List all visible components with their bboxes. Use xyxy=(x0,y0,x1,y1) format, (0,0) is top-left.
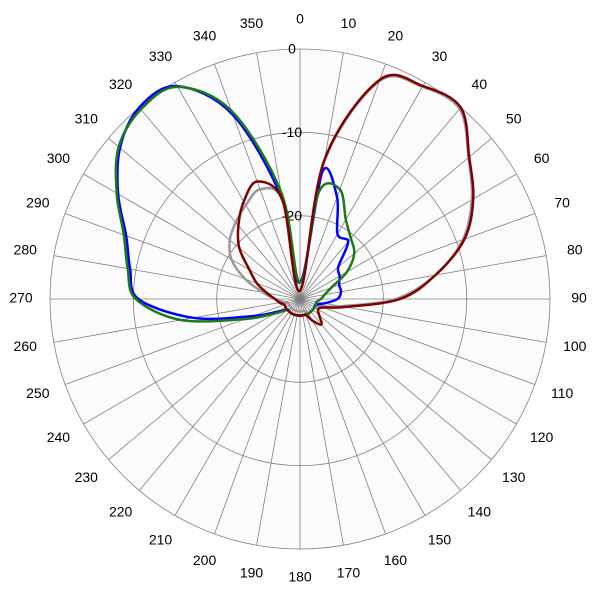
spoke xyxy=(53,255,301,300)
spoke xyxy=(108,137,301,300)
angle-label: 70 xyxy=(554,194,570,210)
angle-label: 330 xyxy=(149,48,173,64)
spoke xyxy=(64,213,301,300)
angle-label: 170 xyxy=(337,564,361,580)
spoke xyxy=(299,298,426,516)
spoke xyxy=(174,298,301,516)
spoke xyxy=(299,298,386,535)
angle-label: 140 xyxy=(468,503,492,519)
spoke xyxy=(299,298,517,425)
angle-label: 20 xyxy=(388,28,404,44)
spoke xyxy=(83,298,301,425)
angle-label: 80 xyxy=(567,241,583,257)
ring xyxy=(216,215,384,383)
angle-label: 60 xyxy=(534,150,550,166)
angle-label: 160 xyxy=(384,552,408,568)
spoke xyxy=(214,298,301,535)
angle-label: 100 xyxy=(563,338,587,354)
spoke xyxy=(53,298,301,343)
angle-label: 40 xyxy=(472,76,488,92)
ring xyxy=(132,131,468,467)
spoke xyxy=(299,173,517,300)
angle-label: 90 xyxy=(571,290,587,306)
angle-label: 270 xyxy=(9,290,33,306)
angle-label: 230 xyxy=(75,469,99,485)
angle-label: 30 xyxy=(432,48,448,64)
radial-label: -10 xyxy=(282,124,302,140)
angle-label: 320 xyxy=(109,76,133,92)
spoke xyxy=(299,298,462,491)
angle-label: 340 xyxy=(193,28,217,44)
angle-label: 110 xyxy=(551,385,574,401)
angle-label: 200 xyxy=(193,552,217,568)
spoke xyxy=(108,298,301,461)
spoke xyxy=(299,107,462,300)
angle-label: 210 xyxy=(149,531,173,547)
angle-label: 150 xyxy=(428,531,452,547)
angle-label: 250 xyxy=(26,385,50,401)
spoke xyxy=(299,82,426,300)
angle-label: 180 xyxy=(288,569,312,585)
angle-label: 220 xyxy=(109,503,133,519)
radial-label: 0 xyxy=(288,41,296,57)
angle-label: 300 xyxy=(47,150,71,166)
angle-label: 120 xyxy=(530,429,554,445)
spoke xyxy=(83,173,301,300)
spoke xyxy=(138,298,301,491)
angle-label: 260 xyxy=(14,338,38,354)
spoke xyxy=(299,298,536,385)
spoke xyxy=(174,82,301,300)
angle-label: 10 xyxy=(341,15,357,31)
angle-label: 310 xyxy=(75,110,99,126)
angle-label: 240 xyxy=(47,429,71,445)
angle-label: 130 xyxy=(502,469,526,485)
spoke xyxy=(64,298,301,385)
angle-label: 350 xyxy=(240,15,264,31)
angle-label: 280 xyxy=(14,241,38,257)
spoke xyxy=(299,63,386,300)
spoke xyxy=(138,107,301,300)
angle-label: 0 xyxy=(296,11,304,27)
angle-label: 190 xyxy=(240,564,264,580)
spoke xyxy=(299,298,344,546)
ring xyxy=(49,48,551,550)
pattern-line xyxy=(236,73,475,326)
angle-label: 290 xyxy=(26,194,50,210)
spoke xyxy=(256,298,301,546)
spoke xyxy=(299,137,492,300)
angle-label: 50 xyxy=(506,110,522,126)
spoke xyxy=(299,298,492,461)
